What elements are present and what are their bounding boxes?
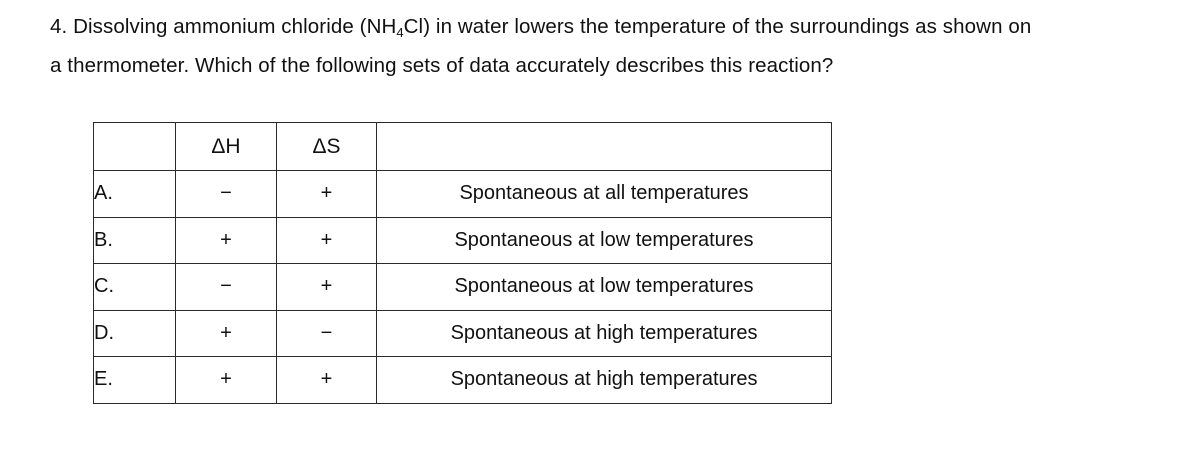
question-line-1: 4. Dissolving ammonium chloride (NH4Cl) …: [50, 10, 1031, 49]
question-line-2: a thermometer. Which of the following se…: [50, 54, 834, 77]
delta-h-sign-cell: +: [175, 309, 277, 357]
delta-h-sign-cell: −: [175, 170, 277, 218]
delta-s-sign-cell: −: [276, 309, 377, 357]
delta-s-sign-cell: +: [276, 263, 377, 311]
option-label-cell: A.: [93, 170, 176, 218]
option-label-cell: B.: [93, 216, 176, 264]
spontaneity-cell: Spontaneous at all temperatures: [376, 170, 832, 218]
header-description-cell: [376, 122, 832, 171]
answer-table: ΔH ΔS A. − + Spontaneous at all temperat…: [93, 122, 832, 404]
header-delta-h-cell: ΔH: [175, 122, 277, 171]
table-row-option-c: C. − + Spontaneous at low temperatures: [93, 263, 832, 311]
question-line-1-suffix: Cl) in water lowers the temperature of t…: [403, 15, 1032, 38]
delta-s-sign-cell: +: [276, 356, 377, 404]
table-row-option-b: B. + + Spontaneous at low temperatures: [93, 216, 832, 264]
spontaneity-cell: Spontaneous at high temperatures: [376, 356, 832, 404]
delta-h-sign-cell: −: [175, 263, 277, 311]
formula-subscript-4: 4: [396, 25, 404, 40]
option-label-cell: E.: [93, 356, 176, 404]
spontaneity-cell: Spontaneous at low temperatures: [376, 263, 832, 311]
spontaneity-cell: Spontaneous at high temperatures: [376, 309, 832, 357]
option-label-cell: C.: [93, 263, 176, 311]
table-row-option-e: E. + + Spontaneous at high temperatures: [93, 356, 832, 404]
table-header-row: ΔH ΔS: [93, 122, 832, 171]
delta-h-sign-cell: +: [175, 356, 277, 404]
delta-s-sign-cell: +: [276, 216, 377, 264]
table-row-option-d: D. + − Spontaneous at high temperatures: [93, 309, 832, 357]
header-delta-s-cell: ΔS: [276, 122, 377, 171]
question-text: 4. Dissolving ammonium chloride (NH4Cl) …: [50, 10, 1031, 82]
spontaneity-cell: Spontaneous at low temperatures: [376, 216, 832, 264]
option-label-cell: D.: [93, 309, 176, 357]
delta-h-sign-cell: +: [175, 216, 277, 264]
question-line-1-prefix: 4. Dissolving ammonium chloride (NH: [50, 15, 397, 38]
table-row-option-a: A. − + Spontaneous at all temperatures: [93, 170, 832, 218]
header-option-cell: [93, 122, 176, 171]
delta-s-sign-cell: +: [276, 170, 377, 218]
